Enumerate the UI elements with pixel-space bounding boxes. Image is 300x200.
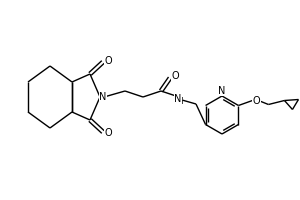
Text: O: O <box>104 56 112 66</box>
Text: O: O <box>171 71 179 81</box>
Text: O: O <box>253 96 260 106</box>
Text: O: O <box>104 128 112 138</box>
Text: N: N <box>174 94 182 104</box>
Text: H: H <box>177 98 183 106</box>
Text: N: N <box>218 86 226 96</box>
Text: N: N <box>99 92 107 102</box>
